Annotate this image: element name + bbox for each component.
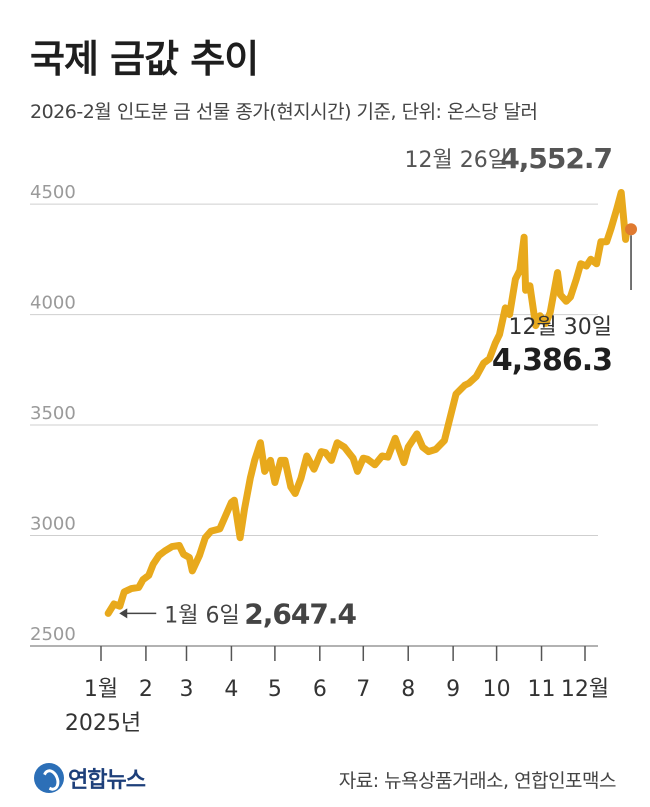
x-tick-label-1: 1월 [84,677,118,702]
x-tick-label-9: 9 [446,677,460,702]
x-tick-label-3: 3 [179,677,193,702]
x-tick-label-6: 6 [313,677,327,702]
x-tick-label-12: 12월 [561,677,609,702]
x-tick-label-2: 2 [139,677,153,702]
start-annotation-label: 1월 6일 [164,603,239,628]
y-tick-label-4500: 4500 [30,182,76,203]
y-tick-labels: 2500 3000 3500 4000 4500 [30,182,76,645]
peak-annotation-label: 12월 26일 [405,148,508,173]
chart-title: 국제 금값 추이 [30,37,259,81]
y-tick-label-3000: 3000 [30,514,76,535]
series-line-gold-price [104,189,631,617]
x-tick-labels: 1월 2 3 4 5 6 7 8 9 10 11 12월 2025년 [65,646,609,736]
gridlines [30,203,598,647]
peak-annotation-value: 4,552.7 [500,142,612,175]
start-annotation-arrowhead [119,608,128,619]
source-text: 자료: 뉴욕상품거래소, 연합인포맥스 [338,770,617,792]
y-tick-label-4000: 4000 [30,293,76,314]
last-annotation-value: 4,386.3 [492,343,612,378]
year-label: 2025년 [65,711,141,736]
start-annotation-value: 2,647.4 [244,597,356,630]
logo-text: 연합뉴스 [68,768,146,793]
last-annotation-label: 12월 30일 [509,315,612,340]
x-tick-label-11: 11 [528,677,556,702]
x-tick-label-4: 4 [224,677,238,702]
y-tick-label-2500: 2500 [30,624,76,645]
x-tick-label-7: 7 [356,677,370,702]
y-tick-label-3500: 3500 [30,403,76,424]
agency-logo: 연합뉴스 [34,762,146,794]
chart-subtitle: 2026-2월 인도분 금 선물 종가(현지시간) 기준, 단위: 온스당 달러 [30,101,538,123]
x-tick-label-10: 10 [483,677,511,702]
x-tick-label-8: 8 [401,677,415,702]
x-tick-label-5: 5 [268,677,282,702]
last-point-marker [625,223,638,236]
globe-logo-icon [34,763,64,793]
